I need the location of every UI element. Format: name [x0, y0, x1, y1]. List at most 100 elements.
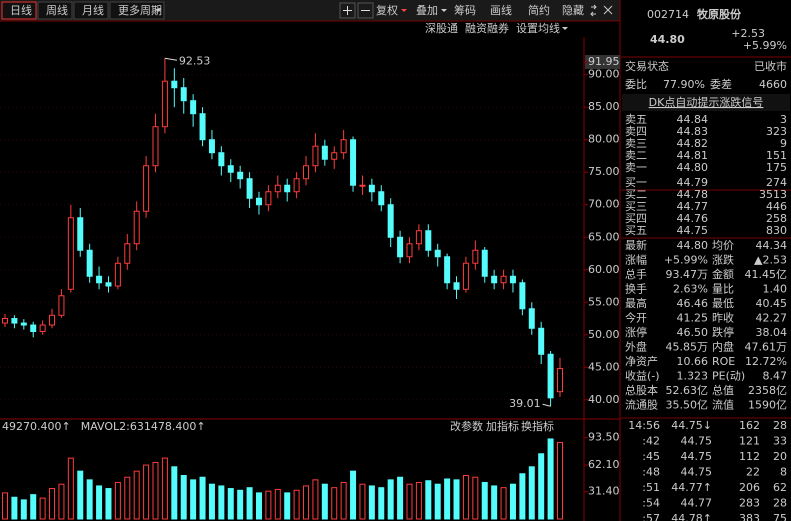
- signal-link[interactable]: DK点自动提示涨跌信号: [649, 95, 764, 109]
- stat-label: 内盘: [712, 340, 734, 354]
- zoom-in[interactable]: [339, 2, 356, 19]
- book-volume: 830: [766, 224, 787, 237]
- tick-count: 28: [773, 419, 787, 432]
- stat-label: 今开: [625, 311, 647, 325]
- candle-body: [171, 80, 178, 89]
- book-volume: 151: [766, 149, 787, 162]
- y-tick-label: 60.00: [588, 263, 620, 276]
- tick-time: :48: [642, 466, 660, 479]
- volume-bar: [557, 441, 563, 520]
- candle-body: [557, 368, 563, 393]
- tick-price: 44.75: [681, 435, 713, 448]
- stat-label: 最新: [625, 238, 647, 252]
- stat-label: 流通股: [625, 398, 658, 412]
- volume-bar: [30, 494, 37, 520]
- volume-bar: [331, 487, 338, 520]
- sub-button[interactable]: 深股通: [425, 22, 458, 35]
- tool-button[interactable]: 叠加: [416, 4, 438, 17]
- stat-value: 1.323: [677, 370, 709, 383]
- zoom-out[interactable]: [357, 2, 374, 19]
- volume-bar: [303, 485, 310, 520]
- period-button[interactable]: [1, 1, 37, 20]
- candle-body: [350, 139, 357, 186]
- book-volume: 3: [780, 113, 787, 126]
- tick-time: :54: [642, 497, 660, 510]
- tick-time: :45: [642, 450, 660, 463]
- close-icon[interactable]: [603, 5, 613, 15]
- book-volume: 9: [780, 137, 787, 150]
- tick-price: 44.75: [681, 450, 713, 463]
- volume-bar: [509, 483, 516, 520]
- volume-bar: [96, 485, 103, 520]
- stat-label: 总股本: [625, 383, 658, 397]
- candle-body: [114, 262, 121, 287]
- stat-label: 换手: [625, 282, 647, 296]
- volume-bar: [387, 479, 394, 520]
- period-label: 周线: [46, 3, 68, 17]
- volume-bar: [321, 483, 328, 520]
- tool-button[interactable]: 复权: [376, 3, 398, 17]
- stat-label: 涨停: [625, 325, 647, 339]
- book-volume: 446: [766, 200, 787, 213]
- y-tick-label: 65.00: [588, 230, 620, 243]
- stat-label: 涨跌: [712, 253, 734, 267]
- stat-value: 42.27: [756, 312, 788, 325]
- stat-value: 41.25: [677, 312, 709, 325]
- period-button[interactable]: [73, 1, 109, 20]
- candle-body: [67, 217, 74, 290]
- candle-body: [227, 165, 234, 173]
- volume-bar: [255, 492, 262, 520]
- candle-body: [387, 204, 394, 238]
- period-button[interactable]: [37, 1, 73, 20]
- current-price-box: [585, 55, 620, 70]
- tool-button[interactable]: 筹码: [454, 3, 476, 17]
- stat-label: 流值: [712, 398, 734, 412]
- sub-button[interactable]: 融资融券: [465, 21, 509, 35]
- candle-body: [218, 152, 225, 167]
- book-price: 44.80: [677, 161, 709, 174]
- tick-count: 62: [773, 481, 787, 494]
- period-button[interactable]: [109, 1, 165, 20]
- candle-body: [274, 184, 281, 193]
- status-value: 已收市: [754, 59, 787, 73]
- indicator-button[interactable]: 改参数: [450, 419, 483, 433]
- candle-body: [491, 275, 498, 284]
- tick-volume: 383: [739, 512, 760, 521]
- stat-label: 净资产: [625, 354, 658, 368]
- tool-button[interactable]: 简约: [528, 3, 550, 17]
- sub-button[interactable]: 设置均线: [516, 21, 560, 35]
- volume-bar: [180, 475, 187, 520]
- tick-volume: 162: [739, 419, 760, 432]
- volume-bar: [500, 487, 507, 520]
- last-price: 44.80: [650, 33, 685, 46]
- candle-body: [39, 324, 46, 333]
- volume-bar: [528, 466, 535, 520]
- candle-body: [2, 318, 8, 324]
- stat-value: 93.47万: [666, 268, 709, 281]
- tick-count: 28: [773, 497, 787, 510]
- y-tick-label: 85.00: [588, 100, 620, 113]
- swap-icon[interactable]: [590, 4, 597, 17]
- tool-button[interactable]: 画线: [490, 3, 512, 17]
- stat-label: 涨幅: [625, 254, 647, 267]
- max-label: 92.53: [179, 54, 211, 67]
- volume-bar: [293, 489, 300, 520]
- volume-bar: [284, 492, 291, 520]
- indicator-button[interactable]: 加指标: [486, 419, 519, 433]
- ratio-label: 委比: [625, 78, 647, 91]
- indicator-button[interactable]: 换指标: [521, 419, 554, 433]
- volume-bar: [208, 483, 215, 520]
- volume-bar: [491, 485, 498, 520]
- volume-bar: [397, 476, 404, 520]
- candle-body: [293, 178, 300, 193]
- book-label: 买四: [625, 212, 647, 225]
- book-price: 44.78: [677, 188, 709, 201]
- stat-value: 35.50亿: [666, 399, 709, 412]
- tool-button[interactable]: 隐藏: [562, 4, 584, 17]
- candle-body: [425, 230, 432, 251]
- candle-body: [462, 262, 469, 290]
- volume-legend: 49270.400↑: [2, 420, 71, 433]
- zoom-buttons[interactable]: [339, 2, 374, 19]
- book-price: 44.83: [677, 125, 709, 138]
- volume-bar: [161, 457, 168, 520]
